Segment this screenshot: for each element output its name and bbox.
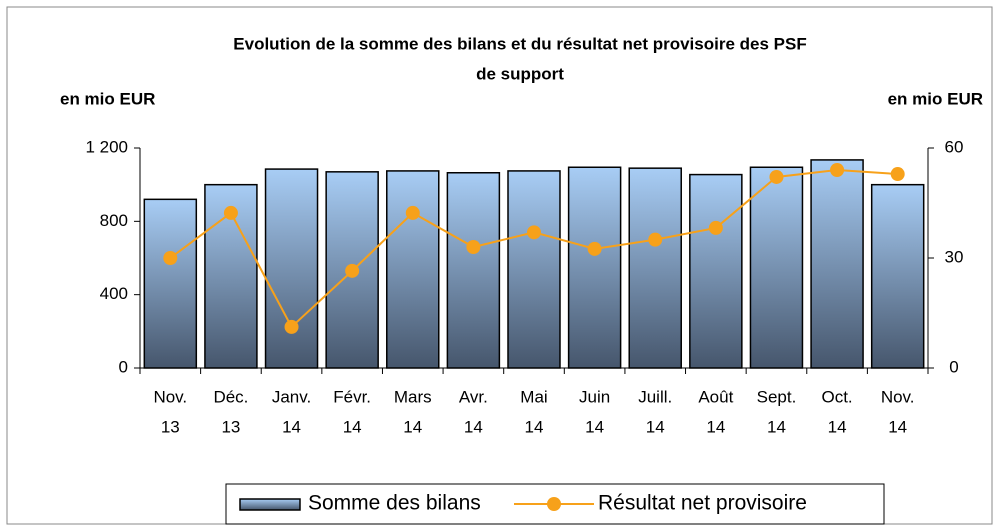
bar [749, 166, 804, 369]
bar [507, 170, 561, 369]
line-marker [345, 263, 360, 278]
chart-title: Evolution de la somme des bilans et du r… [233, 34, 806, 53]
legend-label: Somme des bilans [308, 492, 481, 515]
line-marker [284, 319, 299, 334]
legend-swatch [239, 498, 301, 511]
bar [446, 172, 501, 369]
x-tick-label: 14 [888, 417, 907, 436]
bar [567, 166, 622, 369]
bar [870, 183, 925, 369]
legend-swatch [547, 497, 561, 511]
y2-tick-label: 30 [945, 247, 964, 266]
x-tick-label: 14 [585, 417, 604, 436]
x-tick-label: Juill. [638, 387, 672, 406]
x-tick-label: 14 [403, 417, 422, 436]
x-tick-label: Déc. [213, 387, 248, 406]
y-tick-label: 400 [100, 284, 128, 303]
x-tick-label: Févr. [333, 387, 371, 406]
x-tick-label: Avr. [459, 387, 488, 406]
bar [264, 168, 319, 369]
line-marker [708, 220, 723, 235]
line-marker [830, 163, 845, 177]
y-axis-label: en mio EUR [60, 89, 155, 108]
legend-label: Résultat net provisoire [598, 492, 807, 515]
line-marker [769, 169, 784, 184]
x-tick-label: 14 [828, 417, 847, 436]
x-tick-label: 14 [525, 417, 544, 436]
x-tick-label: 14 [343, 417, 362, 436]
bar [386, 170, 440, 369]
y-tick-label: 1 200 [85, 137, 128, 156]
y2-tick-label: 60 [945, 137, 964, 156]
chart-title: de support [476, 64, 564, 83]
line-marker [587, 241, 602, 256]
x-tick-label: Sept. [757, 387, 797, 406]
x-tick-label: Janv. [272, 387, 311, 406]
x-tick-label: 14 [464, 417, 483, 436]
line-marker [527, 225, 541, 240]
line-marker [163, 251, 178, 265]
x-tick-label: Oct. [821, 387, 852, 406]
x-tick-label: 14 [646, 417, 665, 436]
x-tick-label: Nov. [881, 387, 915, 406]
bar [810, 159, 864, 369]
y-tick-label: 800 [100, 211, 128, 230]
line-marker [466, 240, 481, 254]
x-tick-label: 13 [221, 417, 240, 436]
x-tick-label: 14 [706, 417, 725, 436]
bar [628, 167, 682, 369]
x-tick-label: 14 [767, 417, 786, 436]
line-marker [223, 205, 238, 220]
bar [689, 173, 743, 369]
x-tick-label: Juin [579, 387, 610, 406]
x-tick-label: Nov. [153, 387, 187, 406]
x-tick-label: 14 [282, 417, 301, 436]
y2-axis-label: en mio EUR [888, 89, 983, 108]
x-tick-label: Août [698, 387, 733, 406]
bar [143, 198, 198, 369]
y-tick-label: 0 [119, 357, 128, 376]
x-tick-label: Mars [394, 387, 432, 406]
x-tick-label: 13 [161, 417, 180, 436]
line-marker [890, 167, 905, 182]
x-tick-label: Mai [520, 387, 547, 406]
line-marker [648, 232, 663, 247]
line-marker [405, 205, 420, 220]
y2-tick-label: 0 [949, 357, 958, 376]
